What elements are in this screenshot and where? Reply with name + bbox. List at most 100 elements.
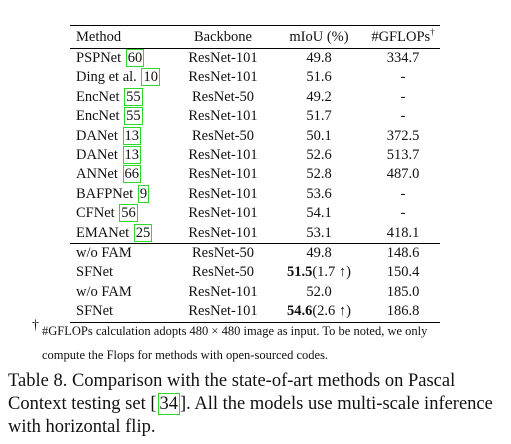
cell-method: EncNet 55 — [70, 87, 174, 107]
cell-method: DANet 13 — [70, 126, 174, 146]
table-row: Ding et al. 10 ResNet-101 51.6 - — [70, 68, 440, 87]
method-name: EMANet — [76, 224, 130, 241]
method-name: PSPNet — [76, 50, 122, 66]
cell-method: w/o FAM — [70, 283, 174, 302]
header-backbone: Backbone — [194, 29, 252, 45]
cell-backbone: ResNet-101 — [188, 205, 258, 222]
miou-gain: (1.7 ↑) — [312, 264, 352, 281]
cell-backbone: ResNet-101 — [188, 224, 258, 241]
table-row: DANet 13 ResNet-101 52.6 513.7 — [70, 146, 440, 165]
results-table: Method Backbone mIoU (%) #GFLOPs† PSPNet… — [70, 25, 440, 323]
table-row: BAFPNet 9 ResNet-101 53.6 - — [70, 184, 440, 204]
cell-backbone: ResNet-50 — [191, 127, 254, 144]
table-row: SFNet ResNet-50 51.5(1.7 ↑) 150.4 — [70, 263, 440, 282]
miou-value: 49.8 — [306, 50, 332, 66]
cell-gflops: - — [400, 108, 406, 125]
cell-miou: 53.6 — [272, 185, 366, 204]
cell-method: Ding et al. 10 — [70, 68, 174, 87]
cell-method: SFNet — [70, 263, 174, 282]
cell-backbone: ResNet-101 — [188, 283, 258, 300]
citation-link[interactable]: 60 — [125, 49, 145, 67]
header-method: Method — [76, 29, 122, 45]
cell-method: BAFPNet 9 — [70, 184, 174, 204]
table-row: EncNet 55 ResNet-50 49.2 - — [70, 87, 440, 107]
cell-method: EncNet 55 — [70, 107, 174, 126]
citation-link[interactable]: 13 — [122, 126, 142, 145]
cell-backbone: ResNet-50 — [191, 264, 254, 281]
miou-value: 53.6 — [306, 185, 332, 202]
table-caption: Table 8. Comparison with the state-of-ar… — [8, 370, 508, 439]
caption-text-start: Table 8. Comparison with the state-of-ar… — [8, 371, 456, 414]
table-row: w/o FAM ResNet-101 52.0 185.0 — [70, 283, 440, 302]
method-name: CFNet — [76, 205, 115, 222]
method-name: DANet — [76, 127, 118, 144]
header-gflops-mark: † — [430, 27, 435, 37]
table-row: SFNet ResNet-101 54.6(2.6 ↑) 186.8 — [70, 302, 440, 323]
footnote-line-2: compute the Flops for methods with open-… — [42, 348, 329, 362]
citation-link[interactable]: 66 — [122, 165, 142, 184]
cell-miou: 52.6 — [272, 146, 366, 165]
method-name: Ding et al. — [76, 69, 137, 86]
method-name: EncNet — [76, 108, 120, 125]
miou-value: 50.1 — [306, 127, 332, 144]
cell-backbone: ResNet-50 — [174, 243, 272, 264]
citation-link[interactable]: 25 — [133, 223, 153, 242]
citation-link[interactable]: 55 — [124, 87, 143, 106]
method-name: BAFPNet — [76, 185, 134, 202]
cell-method: ANNet 66 — [70, 165, 174, 184]
cell-gflops: 418.1 — [386, 224, 420, 241]
cell-method: EMANet 25 — [70, 223, 174, 244]
cell-gflops: 513.7 — [386, 147, 420, 164]
miou-value: 54.1 — [306, 205, 332, 222]
miou-gain: (2.6 ↑) — [312, 303, 352, 320]
cell-backbone: ResNet-101 — [188, 69, 258, 86]
table-row: DANet 13 ResNet-50 50.1 372.5 — [70, 126, 440, 146]
footnote-line-1: #GFLOPs calculation adopts 480 × 480 ima… — [42, 324, 428, 338]
cell-gflops: - — [400, 185, 406, 202]
caption-citation-link[interactable]: 34 — [157, 393, 180, 415]
table-body: PSPNet 60 ResNet-101 49.8 334.7 Ding et al. … — [70, 49, 440, 323]
citation-link[interactable]: 10 — [141, 68, 160, 87]
miou-value: 52.0 — [306, 283, 332, 300]
cell-gflops: 334.7 — [386, 50, 420, 66]
method-name: w/o FAM — [76, 283, 132, 300]
cell-gflops: 372.5 — [386, 127, 420, 144]
table-row: w/o FAM ResNet-50 49.8 148.6 — [70, 243, 440, 264]
cell-backbone: ResNet-101 — [188, 50, 258, 66]
cell-gflops: 487.0 — [386, 166, 420, 183]
cell-gflops: - — [400, 88, 406, 105]
cell-miou: 52.8 — [272, 165, 366, 184]
cell-backbone: ResNet-101 — [188, 185, 258, 202]
miou-value: 52.6 — [306, 147, 332, 164]
cell-backbone: ResNet-50 — [191, 88, 254, 105]
cell-gflops: - — [400, 69, 406, 86]
table-header: Method Backbone mIoU (%) #GFLOPs† — [70, 25, 440, 49]
miou-value: 54.6 — [286, 303, 313, 320]
cell-gflops: - — [400, 205, 406, 222]
citation-link[interactable]: 13 — [122, 146, 142, 165]
cell-method: CFNet 56 — [70, 204, 174, 223]
header-gflops: #GFLOPs† — [366, 26, 440, 49]
cell-method: PSPNet 60 — [70, 49, 174, 69]
table-row: ANNet 66 ResNet-101 52.8 487.0 — [70, 165, 440, 184]
cell-miou: 50.1 — [272, 127, 366, 146]
citation-link[interactable]: 56 — [119, 204, 138, 223]
citation-link[interactable]: 9 — [137, 184, 150, 203]
method-name: EncNet — [76, 88, 120, 105]
cell-miou: 54.6(2.6 ↑) — [272, 302, 366, 323]
cell-gflops: 148.6 — [366, 243, 440, 264]
method-name: ANNet — [76, 166, 118, 183]
cell-gflops: 186.8 — [366, 302, 440, 323]
cell-gflops: 150.4 — [386, 264, 420, 281]
miou-value: 49.2 — [306, 88, 332, 105]
miou-value: 51.5 — [286, 264, 313, 281]
cell-gflops: 185.0 — [386, 283, 420, 300]
cell-miou: 49.2 — [272, 88, 366, 107]
cell-backbone: ResNet-101 — [188, 108, 258, 125]
cell-miou: 54.1 — [272, 204, 366, 223]
table-row: EncNet 55 ResNet-101 51.7 - — [70, 107, 440, 126]
cell-miou: 49.8 — [272, 49, 366, 69]
cell-backbone: ResNet-101 — [188, 166, 258, 183]
citation-link[interactable]: 55 — [124, 107, 143, 126]
miou-value: 53.1 — [306, 224, 332, 241]
